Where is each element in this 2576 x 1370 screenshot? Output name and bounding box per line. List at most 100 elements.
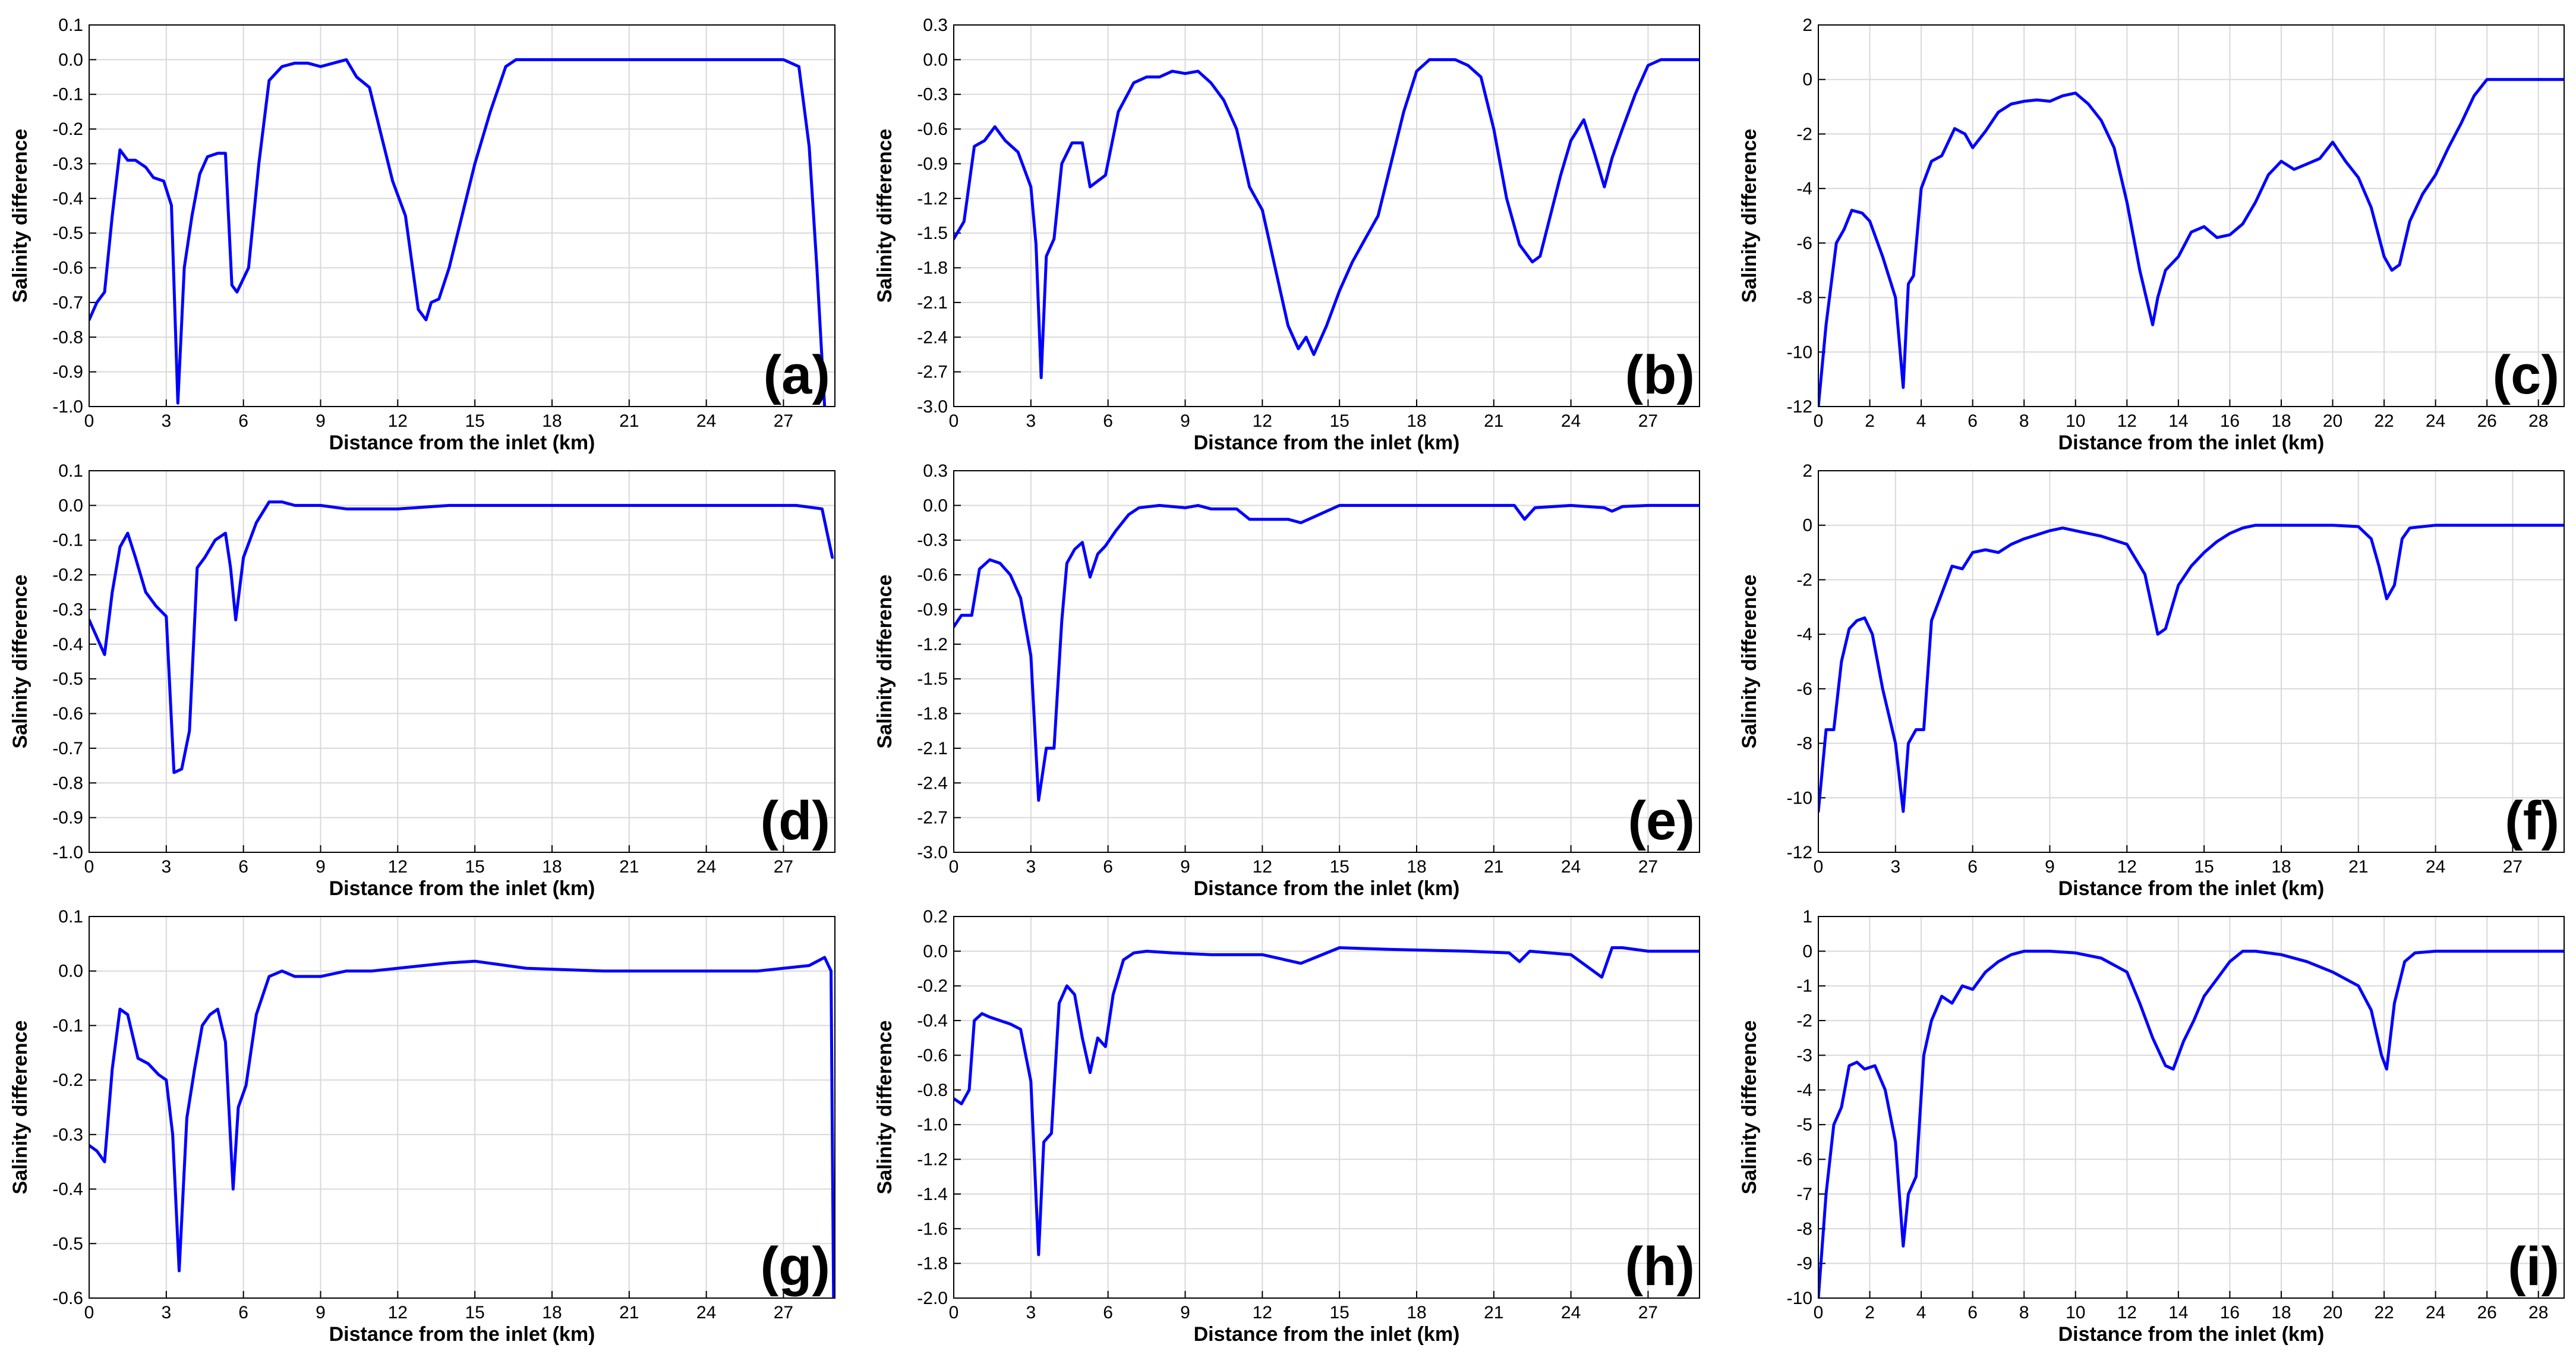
plot-area bbox=[954, 917, 1700, 1298]
x-axis-label: Distance from the inlet (km) bbox=[1194, 1323, 1460, 1346]
chart-panel-7: 0 3 6 9 12 15 18 21 24 27 -0.6 -0.5 -0.4 -0.3 -0.2 -0.1… bbox=[9, 907, 835, 1346]
chart-panel-4: 0 3 6 9 12 15 18 21 24 27 -1.0 -0.9 -0.8 -0.7 -0.6 -0.5… bbox=[9, 461, 835, 900]
x-tick-label: 4 bbox=[1916, 1303, 1927, 1322]
y-tick-label: -5 bbox=[1796, 1115, 1812, 1135]
y-tick-label: -0.3 bbox=[917, 531, 948, 550]
x-tick-label: 10 bbox=[2066, 1303, 2085, 1322]
x-axis-label: Distance from the inlet (km) bbox=[2058, 432, 2325, 454]
x-tick-label: 22 bbox=[2374, 411, 2394, 431]
y-tick-label: -0.5 bbox=[52, 669, 83, 689]
y-tick-label: -0.9 bbox=[917, 154, 948, 174]
panel-label: (b) bbox=[1625, 345, 1695, 405]
x-tick-label: 14 bbox=[2168, 411, 2188, 431]
x-tick-label: 16 bbox=[2220, 411, 2240, 431]
x-tick-label: 21 bbox=[2348, 857, 2368, 877]
y-tick-label: -0.3 bbox=[52, 600, 83, 619]
y-axis-label: Salinity difference bbox=[1738, 1021, 1761, 1195]
x-tick-label: 12 bbox=[2117, 1303, 2137, 1322]
plot-area bbox=[1818, 917, 2564, 1298]
x-tick-label: 6 bbox=[238, 1303, 248, 1322]
y-tick-label: -0.3 bbox=[52, 1125, 83, 1145]
y-tick-label: 0.0 bbox=[923, 941, 948, 961]
y-tick-label: -0.9 bbox=[52, 363, 83, 382]
y-tick-label: -0.2 bbox=[52, 1070, 83, 1090]
plot-area bbox=[1818, 25, 2564, 407]
x-axis-label: Distance from the inlet (km) bbox=[329, 1323, 595, 1346]
x-tick-label: 14 bbox=[2168, 1303, 2188, 1322]
y-tick-label: 2 bbox=[1802, 461, 1812, 481]
x-tick-label: 15 bbox=[1329, 1303, 1349, 1322]
x-tick-label: 0 bbox=[1814, 411, 1824, 431]
y-tick-label: -0.7 bbox=[52, 293, 83, 313]
x-tick-label: 0 bbox=[84, 411, 94, 431]
y-tick-label: -6 bbox=[1796, 234, 1812, 253]
x-tick-label: 3 bbox=[161, 857, 171, 877]
y-tick-label: 0.3 bbox=[923, 461, 948, 481]
y-tick-label: -2 bbox=[1796, 124, 1812, 144]
x-tick-label: 3 bbox=[161, 411, 171, 431]
x-tick-label: 28 bbox=[2528, 411, 2548, 431]
salinity-series-line bbox=[954, 58, 1700, 379]
y-tick-label: -0.1 bbox=[52, 85, 83, 105]
y-tick-label: -1.4 bbox=[917, 1185, 948, 1204]
x-tick-label: 8 bbox=[2019, 1303, 2029, 1322]
y-tick-label: -1.2 bbox=[917, 189, 948, 209]
panel-label: (h) bbox=[1625, 1236, 1695, 1297]
x-axis-label: Distance from the inlet (km) bbox=[1194, 432, 1460, 454]
x-tick-label: 0 bbox=[1814, 857, 1824, 877]
x-tick-label: 9 bbox=[2045, 857, 2055, 877]
x-tick-label: 9 bbox=[316, 857, 326, 877]
plot-frame bbox=[89, 470, 835, 853]
x-tick-label: 15 bbox=[465, 1303, 484, 1322]
y-tick-label: -2 bbox=[1796, 570, 1812, 590]
x-tick-label: 28 bbox=[2528, 1303, 2548, 1322]
y-tick-label: -1.8 bbox=[917, 704, 948, 724]
y-tick-label: -1.2 bbox=[917, 635, 948, 654]
y-tick-label: -0.9 bbox=[917, 600, 948, 619]
y-tick-label: -4 bbox=[1796, 625, 1812, 644]
x-tick-label: 24 bbox=[2426, 857, 2445, 877]
x-tick-label: 6 bbox=[1103, 1303, 1113, 1322]
y-tick-label: 0.2 bbox=[923, 907, 948, 927]
y-tick-label: -0.4 bbox=[52, 1180, 83, 1199]
y-tick-label: -2.0 bbox=[917, 1289, 948, 1308]
x-tick-label: 6 bbox=[1968, 1303, 1978, 1322]
y-tick-label: -0.4 bbox=[917, 1011, 948, 1031]
y-tick-label: -1.0 bbox=[52, 397, 83, 417]
y-tick-label: 0.1 bbox=[58, 15, 83, 35]
y-tick-label: -8 bbox=[1796, 288, 1812, 308]
x-tick-label: 24 bbox=[1561, 857, 1581, 877]
y-tick-label: 0 bbox=[1802, 941, 1812, 961]
x-tick-label: 27 bbox=[1638, 857, 1658, 877]
x-tick-label: 18 bbox=[542, 411, 562, 431]
x-tick-label: 12 bbox=[388, 1303, 408, 1322]
y-tick-label: -0.1 bbox=[52, 1016, 83, 1035]
y-axis-label: Salinity difference bbox=[874, 1021, 896, 1195]
salinity-series-line bbox=[1818, 524, 2564, 813]
x-axis-label: Distance from the inlet (km) bbox=[2058, 1323, 2325, 1346]
y-tick-label: -12 bbox=[1787, 397, 1812, 417]
y-tick-label: -2.7 bbox=[917, 808, 948, 828]
x-tick-label: 0 bbox=[949, 857, 959, 877]
x-tick-label: 3 bbox=[1890, 857, 1900, 877]
x-tick-label: 12 bbox=[388, 411, 408, 431]
plot-area bbox=[954, 25, 1700, 407]
x-tick-label: 21 bbox=[619, 411, 639, 431]
y-tick-label: -1.8 bbox=[917, 259, 948, 278]
x-tick-label: 24 bbox=[696, 411, 716, 431]
y-tick-label: -9 bbox=[1796, 1254, 1812, 1274]
y-tick-label: -1.2 bbox=[917, 1150, 948, 1170]
x-tick-label: 21 bbox=[1484, 1303, 1503, 1322]
chart-panel-3: 0 2 4 6 8 10 12 14 16 18 20 22 24 26 28-12-10-8-6-4-20… bbox=[1738, 15, 2565, 454]
panel-label: (a) bbox=[764, 345, 830, 405]
salinity-series-line bbox=[1818, 949, 2564, 1298]
x-tick-label: 27 bbox=[1638, 411, 1658, 431]
x-tick-label: 12 bbox=[1253, 857, 1272, 877]
y-tick-label: -2.7 bbox=[917, 363, 948, 382]
y-tick-label: -1.5 bbox=[917, 223, 948, 243]
x-tick-label: 24 bbox=[1561, 411, 1581, 431]
plot-frame bbox=[953, 470, 1700, 853]
y-axis-label: Salinity difference bbox=[1738, 575, 1761, 749]
x-tick-label: 27 bbox=[774, 857, 793, 877]
y-tick-label: 1 bbox=[1802, 907, 1812, 927]
